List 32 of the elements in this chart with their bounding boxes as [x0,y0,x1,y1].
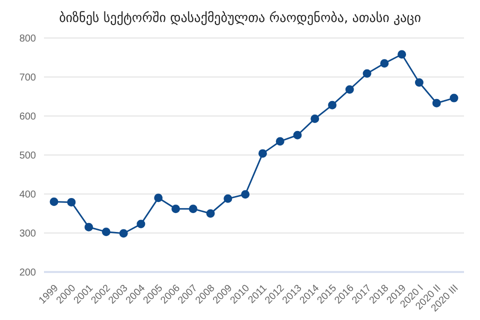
point [345,85,354,94]
point [362,69,372,78]
point [293,130,302,140]
point [450,94,458,102]
point [171,204,180,214]
y-tick-label: 300 [19,228,36,240]
y-tick-label: 400 [19,190,36,201]
point [67,198,76,206]
point [414,78,424,87]
y-tick-label: 200 [19,268,36,279]
point [224,194,232,203]
y-tick-label: 600 [19,112,36,123]
point [84,222,94,232]
point [258,149,267,158]
point [432,98,441,108]
point [136,220,146,228]
y-tick-label: 800 [19,34,36,45]
point [188,204,198,214]
point [380,59,389,68]
point [328,100,337,110]
point [50,198,58,206]
chart-title: ბიზნეს სექტორში დასაქმებულთა რაოდენობა, ათასი კაცი [58,10,422,28]
point [276,137,284,146]
point [154,194,163,202]
point [241,190,250,199]
point [310,114,320,123]
y-tick-label: 500 [19,150,36,162]
point [119,229,128,238]
point [206,209,215,218]
y-tick-label: 700 [19,72,36,84]
point [398,50,406,59]
point [102,228,110,236]
